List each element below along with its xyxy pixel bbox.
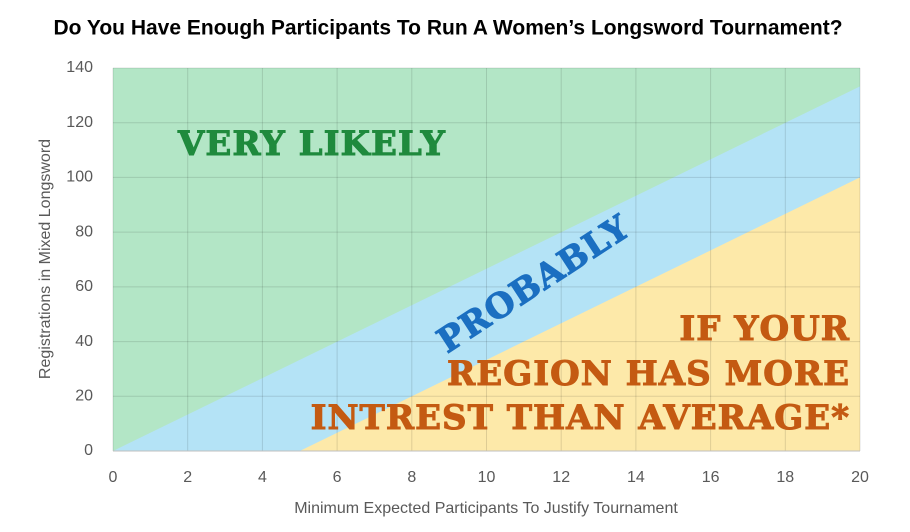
x-tick-label: 2	[183, 469, 192, 486]
x-tick-label: 0	[109, 469, 118, 486]
x-tick-label: 16	[702, 469, 720, 486]
x-tick-label: 12	[552, 469, 570, 486]
y-tick-label: 60	[75, 278, 93, 295]
y-tick-label: 100	[66, 169, 93, 186]
annotation: INTREST THAN AVERAGE*	[311, 398, 850, 438]
y-tick-label: 0	[84, 442, 93, 459]
x-tick-label: 4	[258, 469, 267, 486]
x-tick-label: 20	[851, 469, 869, 486]
x-tick-label: 8	[407, 469, 416, 486]
y-tick-label: 120	[66, 114, 93, 131]
y-tick-label: 40	[75, 333, 93, 350]
y-axis-label: Registrations in Mixed Longsword	[37, 139, 54, 379]
y-tick-label: 80	[75, 223, 93, 240]
x-axis-label: Minimum Expected Participants To Justify…	[294, 500, 678, 517]
area	[113, 177, 860, 451]
annotation: VERY LIKELY	[177, 124, 446, 164]
x-tick-label: 18	[776, 469, 794, 486]
x-tick-label: 10	[478, 469, 496, 486]
chart-title: Do You Have Enough Participants To Run A…	[53, 17, 842, 40]
y-tick-label: 140	[66, 59, 93, 76]
annotation: IF YOUR	[679, 309, 850, 349]
y-tick-label: 20	[75, 388, 93, 405]
annotation: REGION HAS MORE	[447, 354, 850, 394]
x-tick-label: 6	[333, 469, 342, 486]
x-tick-label: 14	[627, 469, 645, 486]
